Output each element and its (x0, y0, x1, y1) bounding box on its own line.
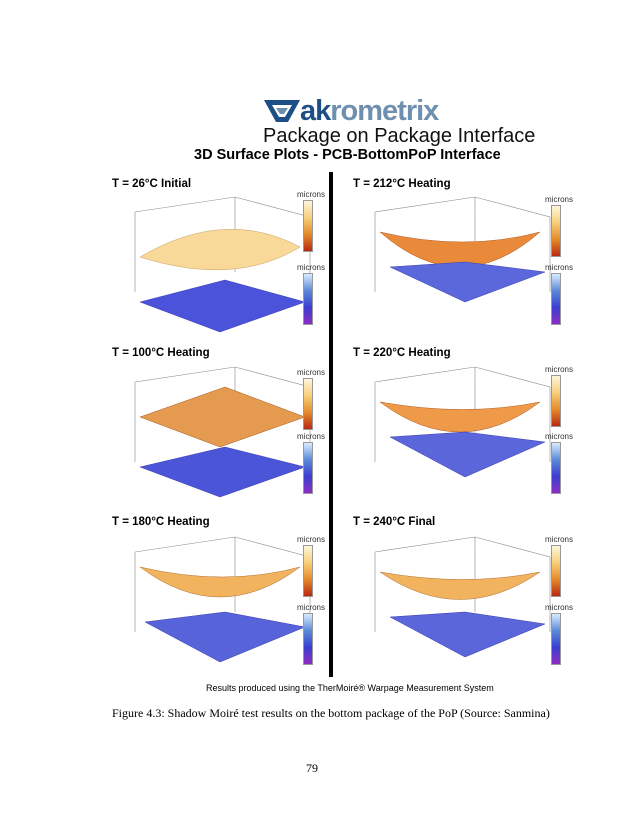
colorbar-label-6a: microns (545, 535, 574, 544)
panel-title-4: T = 220°C Heating (353, 347, 451, 359)
colorbar-label-3b: microns (297, 432, 326, 441)
colorbar-warm-4 (551, 375, 561, 427)
surface-plot-4 (374, 366, 551, 478)
colorbar-label-5b: microns (297, 603, 326, 612)
colorbar-label-1a: microns (297, 190, 326, 199)
logo-text-part1: ak (300, 95, 331, 127)
surface-plot-3 (134, 366, 311, 498)
colorbar-warm-5 (303, 545, 313, 597)
footer-note: Results produced using the TherMoiré® Wa… (206, 683, 494, 693)
colorbar-cool-5 (303, 613, 313, 665)
colorbar-warm-2 (551, 205, 561, 257)
panel-title-3: T = 100°C Heating (112, 347, 210, 359)
panel-title-5: T = 180°C Heating (112, 516, 210, 528)
colorbar-label-5a: microns (297, 535, 326, 544)
panel-divider (329, 172, 333, 677)
colorbar-warm-3 (303, 378, 313, 430)
surface-plot-1 (134, 196, 311, 333)
colorbar-label-4a: microns (545, 365, 574, 374)
surface-plot-6 (374, 536, 551, 658)
figure-subtitle2: 3D Surface Plots - PCB-BottomPoP Interfa… (194, 147, 501, 163)
colorbar-label-6b: microns (545, 603, 574, 612)
panel-title-2: T = 212°C Heating (353, 178, 451, 190)
panel-title-6: T = 240°C Final (353, 516, 436, 528)
colorbar-label-4b: microns (545, 432, 574, 441)
page-number: 79 (306, 761, 318, 775)
figure-caption: Figure 4.3: Shadow Moiré test results on… (112, 706, 550, 720)
colorbar-warm-6 (551, 545, 561, 597)
colorbar-label-3a: microns (297, 368, 326, 377)
colorbar-warm-1 (303, 200, 313, 252)
logo-text-part2: rometrix (330, 95, 439, 127)
panel-title-1: T = 26°C Initial (112, 178, 192, 190)
surface-plot-2 (374, 196, 551, 303)
colorbar-label-1b: microns (297, 263, 326, 272)
colorbar-label-2b: microns (545, 263, 574, 272)
colorbar-cool-3 (303, 442, 313, 494)
colorbar-cool-1 (303, 273, 313, 325)
colorbar-cool-4 (551, 442, 561, 494)
colorbar-label-2a: microns (545, 195, 574, 204)
akrometrix-logo-mark (264, 100, 300, 122)
colorbar-cool-6 (551, 613, 561, 665)
figure-subtitle: Package on Package Interface (263, 125, 536, 147)
colorbar-cool-2 (551, 273, 561, 325)
logo-text: akrometrix (300, 95, 439, 128)
